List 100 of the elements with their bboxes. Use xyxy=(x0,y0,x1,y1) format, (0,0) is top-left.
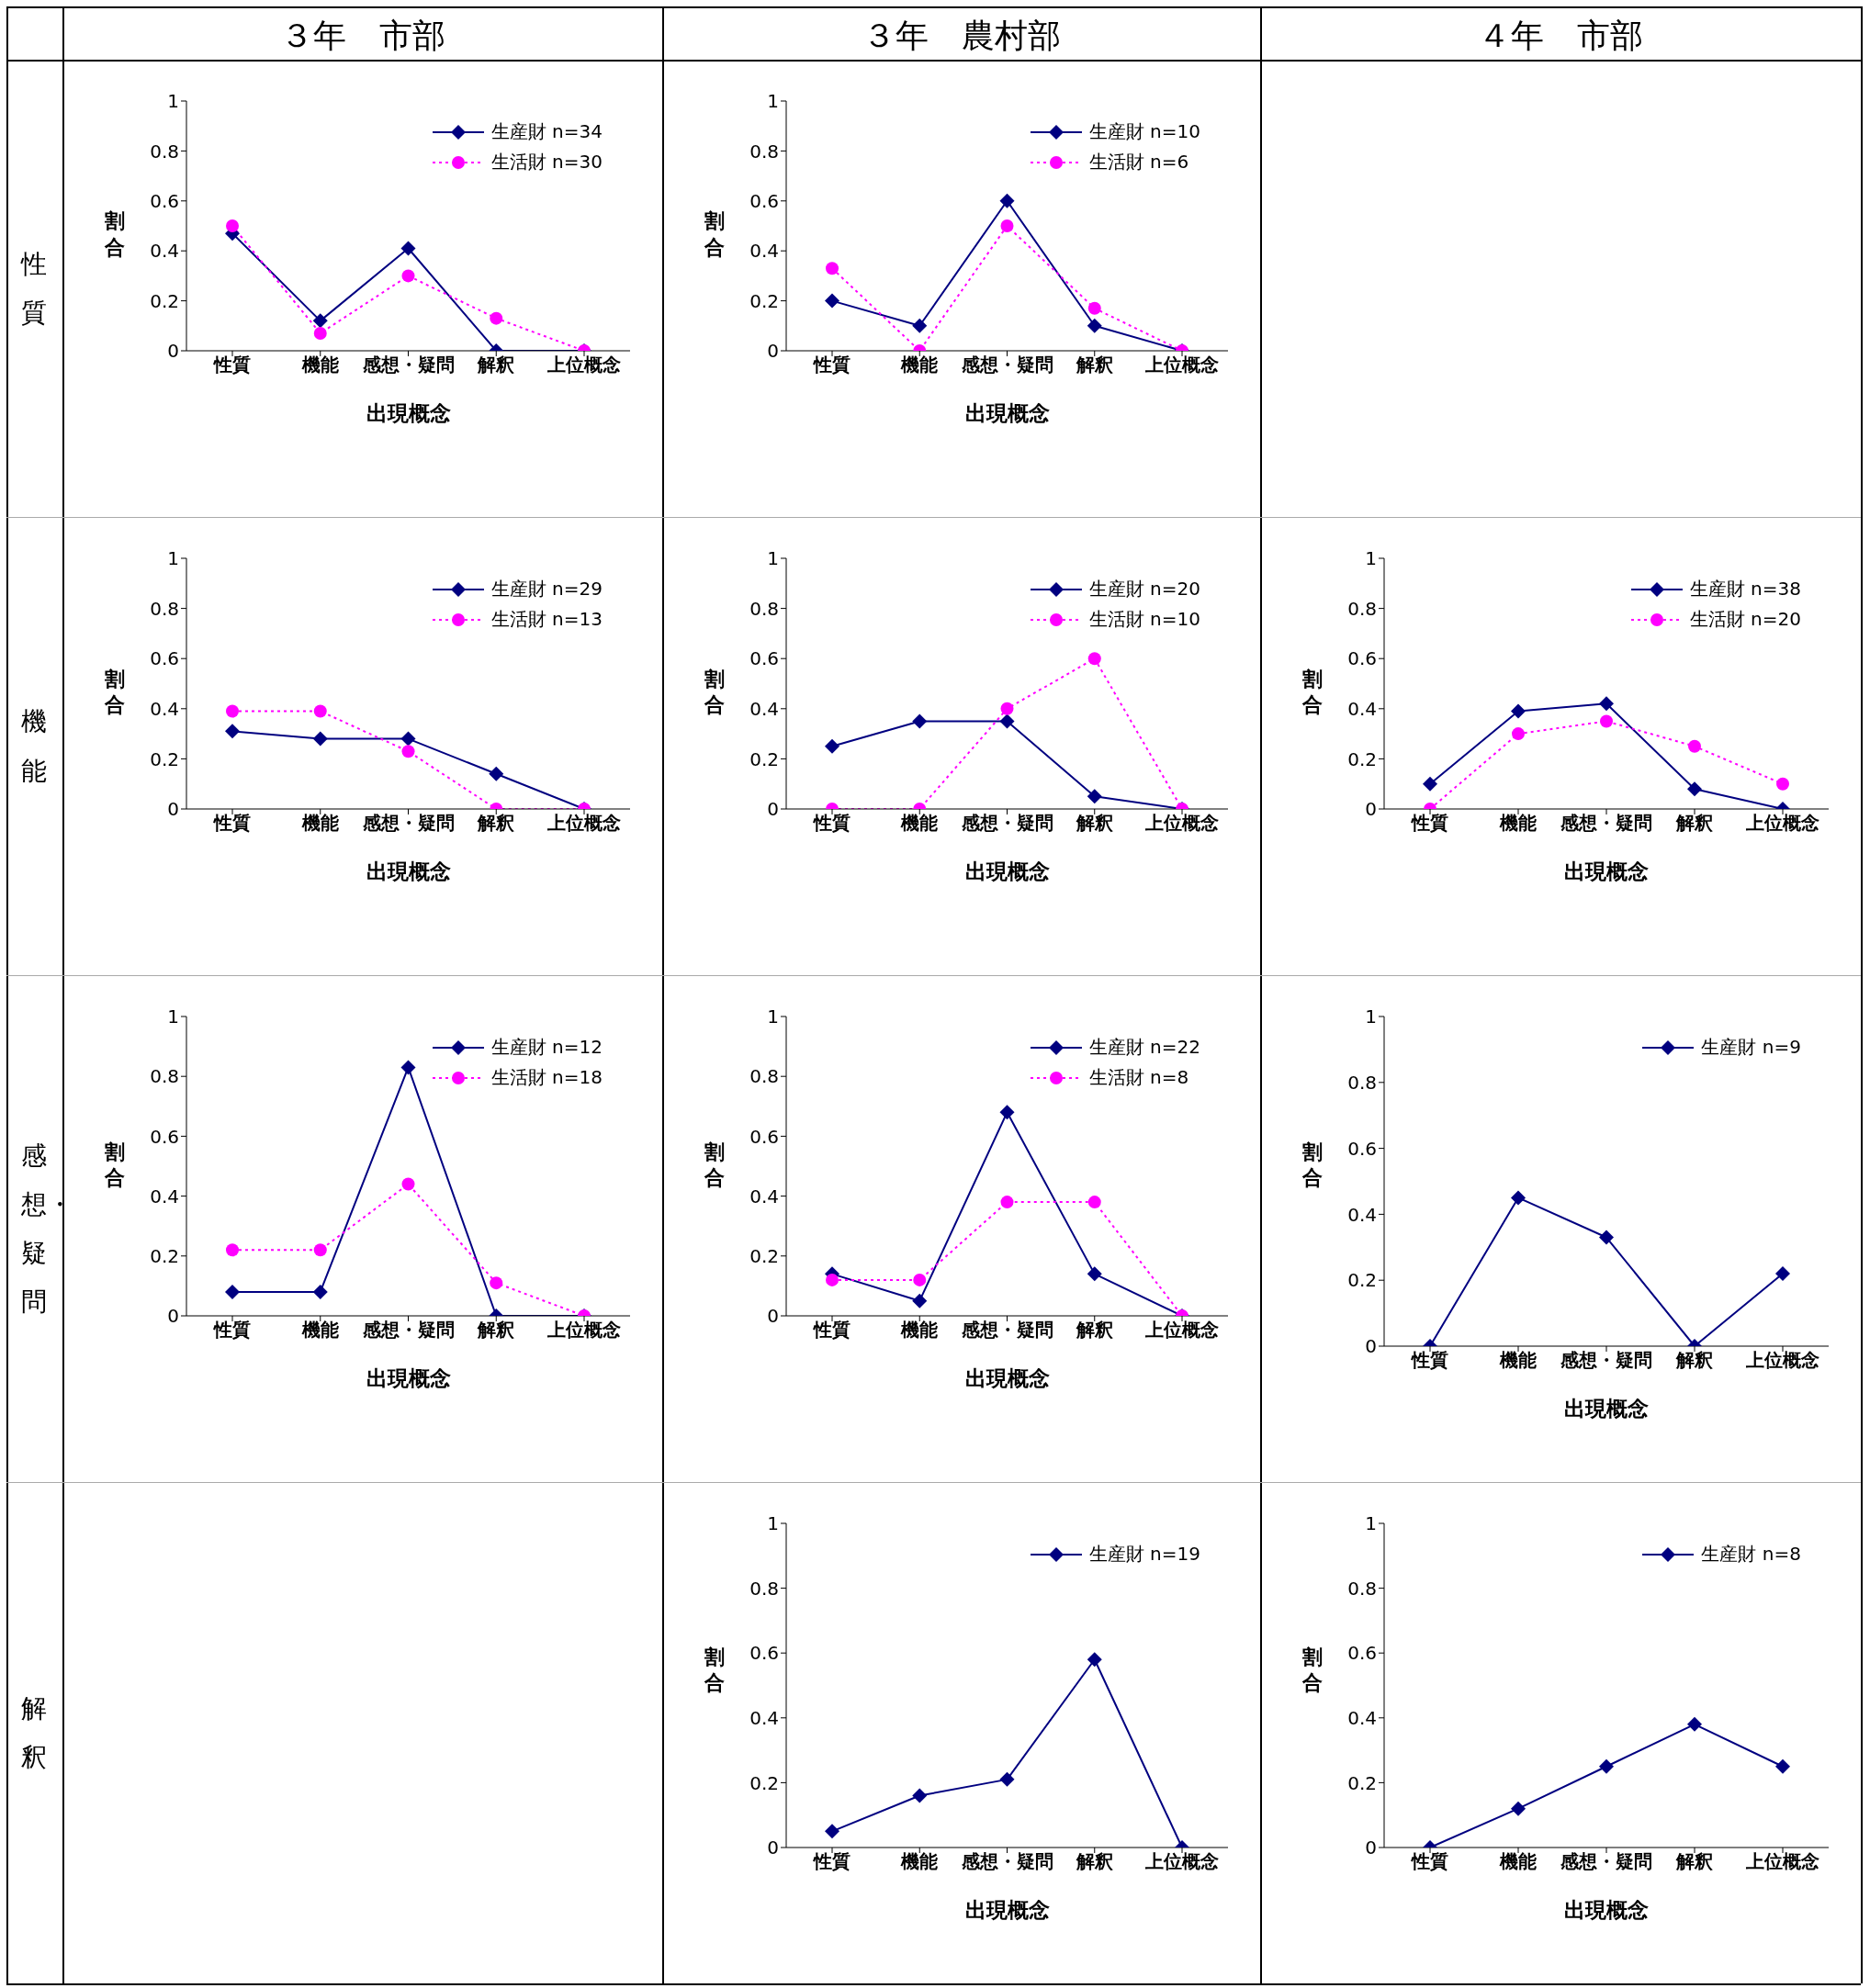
point xyxy=(312,313,328,329)
y-tick-label: 0 xyxy=(1365,1335,1377,1358)
point xyxy=(1000,1196,1014,1209)
point xyxy=(1511,1801,1526,1816)
y-tick-label: 0.4 xyxy=(150,1185,179,1207)
x-tick-label: 上位概念 xyxy=(1144,354,1219,376)
x-tick-label: 性質 xyxy=(1410,1850,1448,1873)
x-axis-title: 出現概念 xyxy=(964,859,1050,884)
y-tick-label: 0 xyxy=(767,1836,779,1859)
y-tick-label: 0.4 xyxy=(1347,1203,1377,1226)
text: ４年 市部 xyxy=(1477,16,1644,56)
legend-label: 生活財 n=8 xyxy=(1088,1065,1189,1090)
y-tick-label: 0.2 xyxy=(150,289,179,312)
point xyxy=(490,1276,503,1290)
y-tick-label: 0.2 xyxy=(1347,1771,1377,1794)
x-tick-label: 上位概念 xyxy=(1745,1349,1819,1372)
point xyxy=(1775,1758,1790,1774)
legend-label: 生活財 n=13 xyxy=(490,607,603,632)
legend-label: 生産財 n=12 xyxy=(490,1035,603,1060)
legend-label: 生産財 n=29 xyxy=(490,577,603,601)
y-tick-label: 0.8 xyxy=(150,140,179,163)
x-tick-label: 解釈 xyxy=(1075,1850,1113,1873)
text: ３年 市部 xyxy=(278,16,446,56)
y-tick-label: 0.2 xyxy=(1347,747,1377,770)
point xyxy=(1599,1758,1614,1774)
y-tick-label: 0.6 xyxy=(150,189,179,212)
point xyxy=(1087,1652,1102,1668)
y-tick-label: 0.2 xyxy=(749,1244,779,1267)
y-tick-label: 0.6 xyxy=(1347,647,1377,670)
x-axis-title: 出現概念 xyxy=(366,1366,451,1391)
y-tick-label: 1 xyxy=(767,547,779,570)
x-axis-title: 出現概念 xyxy=(366,859,451,884)
y-tick-label: 1 xyxy=(1365,1512,1377,1535)
point xyxy=(1087,652,1101,666)
x-tick-label: 性質 xyxy=(212,812,251,835)
x-tick-label: 解釈 xyxy=(477,354,515,376)
y-tick-label: 0 xyxy=(767,1305,779,1328)
x-tick-label: 上位概念 xyxy=(1745,1850,1819,1873)
y-tick-label: 0.8 xyxy=(749,597,779,620)
x-tick-label: 感想・疑問 xyxy=(960,812,1053,835)
x-tick-label: 解釈 xyxy=(1075,812,1113,835)
x-tick-label: 機能 xyxy=(300,1319,339,1342)
y-tick-label: 0.8 xyxy=(1347,597,1377,620)
point xyxy=(400,1060,416,1075)
x-tick-label: 解釈 xyxy=(477,812,515,835)
x-axis-title: 出現概念 xyxy=(1564,1397,1649,1421)
y-tick-label: 0 xyxy=(167,1305,179,1328)
y-tick-label: 0.6 xyxy=(1347,1137,1377,1160)
x-tick-label: 感想・疑問 xyxy=(361,812,455,835)
x-tick-label: 上位概念 xyxy=(546,354,621,376)
y-tick-label: 0.2 xyxy=(749,289,779,312)
legend-label: 生産財 n=22 xyxy=(1088,1035,1200,1060)
y-axis-title: 割合 xyxy=(104,208,126,261)
point xyxy=(1687,781,1702,797)
point xyxy=(226,219,239,232)
point xyxy=(826,262,839,275)
y-axis-title: 割合 xyxy=(704,208,726,261)
x-axis-title: 出現概念 xyxy=(1564,1898,1649,1923)
y-tick-label: 0.8 xyxy=(749,140,779,163)
y-axis-title: 割合 xyxy=(704,1139,726,1192)
point xyxy=(1512,727,1525,741)
y-tick-label: 0.2 xyxy=(749,1771,779,1794)
point xyxy=(912,1293,928,1308)
y-tick-label: 0.6 xyxy=(749,189,779,212)
point xyxy=(825,738,839,754)
point xyxy=(826,1273,839,1286)
x-tick-label: 上位概念 xyxy=(546,812,621,835)
point xyxy=(999,1771,1015,1787)
x-tick-label: 機能 xyxy=(1499,1850,1537,1873)
x-tick-label: 上位概念 xyxy=(546,1319,621,1342)
point xyxy=(1423,776,1437,792)
y-tick-label: 0 xyxy=(1365,1836,1377,1859)
point xyxy=(1000,702,1014,715)
x-tick-label: 性質 xyxy=(812,1319,851,1342)
x-tick-label: 解釈 xyxy=(477,1319,515,1342)
x-tick-label: 上位概念 xyxy=(1144,1850,1219,1873)
y-tick-label: 0.4 xyxy=(749,697,779,720)
point xyxy=(312,1284,328,1299)
y-tick-label: 0 xyxy=(767,340,779,363)
x-tick-label: 解釈 xyxy=(1675,1349,1713,1372)
point xyxy=(1087,1266,1102,1282)
x-tick-label: 解釈 xyxy=(1075,1319,1113,1342)
y-axis-title: 割合 xyxy=(104,1139,126,1192)
point xyxy=(401,269,415,283)
legend-label: 生活財 n=20 xyxy=(1689,607,1801,632)
x-tick-label: 解釈 xyxy=(1675,812,1713,835)
y-tick-label: 0.8 xyxy=(150,597,179,620)
x-tick-label: 性質 xyxy=(1410,1349,1448,1372)
x-tick-label: 感想・疑問 xyxy=(960,354,1053,376)
text: 解釈 xyxy=(20,1691,49,1774)
point xyxy=(1000,219,1014,232)
x-tick-label: 感想・疑問 xyxy=(960,1319,1053,1342)
x-tick-label: 機能 xyxy=(900,812,939,835)
y-tick-label: 0 xyxy=(1365,798,1377,821)
y-tick-label: 0.4 xyxy=(749,1185,779,1207)
x-tick-label: 機能 xyxy=(900,354,939,376)
y-tick-label: 0.8 xyxy=(150,1065,179,1088)
point xyxy=(313,1243,327,1257)
y-tick-label: 0.8 xyxy=(1347,1577,1377,1600)
legend-label: 生活財 n=10 xyxy=(1088,607,1200,632)
